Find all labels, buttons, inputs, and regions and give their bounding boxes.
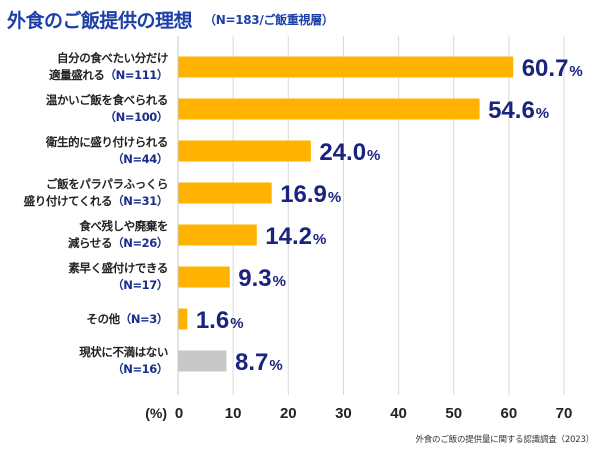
sample-size-label: （N=3） [119,311,169,326]
category-label-line: 適量盛れる（N=111） [0,67,168,84]
value-label: 60.7% [522,55,583,82]
value-label: 1.6% [196,307,244,334]
category-text: 食べ残しや廃棄を [79,219,168,233]
sample-size-label: （N=26） [112,236,168,250]
value-percent-sign: % [313,231,326,248]
category-text: その他 [86,311,120,326]
category-label-line: ご飯をパラパラふっくら [0,176,168,193]
category-label: ご飯をパラパラふっくら盛り付けてくれる（N=31） [0,176,169,210]
value-percent-sign: % [367,147,380,164]
sample-size-label: （N=16） [112,362,168,376]
category-label-line: 素早く盛付けできる [0,260,168,277]
category-text: 素早く盛付けできる [68,261,168,275]
category-label-line: 現状に不満はない [0,344,168,361]
x-axis-unit-label: (%) [145,405,167,421]
category-label-line: 衛生的に盛り付けられる [0,134,169,151]
category-text: 減らせる [67,236,113,250]
category-label-line: （N=44） [0,151,168,168]
gridlines [177,36,565,395]
category-text: 自分の食べたい分だけ [57,51,168,65]
sample-size-label: （N=44） [112,152,168,166]
value-percent-sign: % [269,357,282,374]
value-number: 16.9 [280,181,327,208]
category-label-line: （N=17） [0,277,168,294]
category-label-line: 温かいご飯を食べられる [0,92,169,109]
sample-size-label: （N=31） [112,194,168,208]
sample-size-label: （N=111） [104,68,169,82]
value-label: 8.7% [235,349,283,376]
value-label: 16.9% [280,181,341,208]
category-label-line: 食べ残しや廃棄を [0,218,168,235]
category-label: 現状に不満はない （N=16） [0,344,168,378]
category-label: 自分の食べたい分だけ適量盛れる（N=111） [0,50,168,84]
bar [178,140,311,162]
category-label: その他（N=3） [0,311,168,328]
value-percent-sign: % [536,105,549,122]
value-number: 1.6 [196,307,229,334]
category-label: 食べ残しや廃棄を減らせる（N=26） [0,218,168,252]
x-tick-label: 0 [175,405,183,422]
category-text: 適量盛れる [49,68,105,82]
bar [178,56,514,78]
value-number: 24.0 [319,139,366,166]
bar [178,98,480,120]
value-percent-sign: % [230,315,243,332]
bars [178,56,514,372]
value-number: 60.7 [522,55,569,82]
bar [178,224,257,246]
value-number: 14.2 [265,223,312,250]
source-footnote: 外食のご飯の提供量に関する認識調査（2023） [415,435,594,445]
bar [178,182,272,204]
bar [178,350,227,372]
category-text: 盛り付けてくれる [23,194,113,208]
category-text: ご飯をパラパラふっくら [46,177,168,191]
x-tick-label: 30 [335,405,352,422]
value-number: 9.3 [238,265,271,292]
category-label-line: その他（N=3） [0,311,168,328]
category-label-line: 自分の食べたい分だけ [0,50,168,67]
category-label-line: 盛り付けてくれる（N=31） [0,193,169,210]
x-tick-label: 40 [390,405,407,422]
chart-subtitle: （N=183/ご飯重視層） [204,13,334,27]
value-label: 14.2% [265,223,326,250]
value-percent-sign: % [569,63,582,80]
value-label: 54.6% [488,97,549,124]
category-label: 素早く盛付けできる （N=17） [0,260,168,294]
category-label-line: （N=100） [0,109,169,126]
x-tick-label: 10 [225,405,242,422]
category-label-line: （N=16） [0,361,168,378]
sample-size-label: （N=17） [112,278,168,292]
value-label: 24.0% [319,139,380,166]
category-label: 温かいご飯を食べられる （N=100） [0,92,169,126]
bar [178,308,188,330]
category-label-line: 減らせる（N=26） [0,235,168,252]
chart-title: 外食のご飯提供の理想 [7,10,193,32]
value-labels: 60.7%54.6%24.0%16.9%14.2%9.3%1.6%8.7% [196,55,583,376]
value-number: 54.6 [488,97,535,124]
value-label: 9.3% [238,265,286,292]
x-axis-ticks: 0 10 20 30 40 50 60 70 (%) [145,405,572,422]
value-percent-sign: % [273,273,286,290]
value-percent-sign: % [328,189,341,206]
bar [178,266,230,288]
x-tick-label: 20 [280,405,297,422]
sample-size-label: （N=100） [104,110,169,124]
category-label: 衛生的に盛り付けられる （N=44） [0,134,169,168]
x-tick-label: 60 [501,405,518,422]
x-tick-label: 70 [556,405,573,422]
x-tick-label: 50 [445,405,462,422]
category-text: 温かいご飯を食べられる [45,93,169,107]
category-text: 衛生的に盛り付けられる [45,135,169,149]
value-number: 8.7 [235,349,268,376]
category-text: 現状に不満はない [79,345,168,359]
